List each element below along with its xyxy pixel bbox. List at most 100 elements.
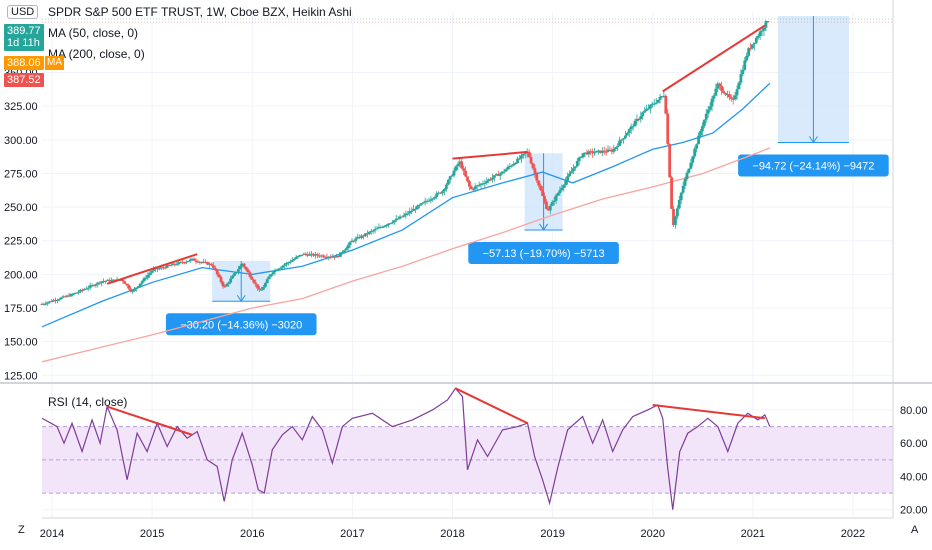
candle-body: [194, 260, 198, 262]
candle-body: [346, 245, 350, 249]
candle-body: [462, 168, 466, 171]
rsi-tick-label: 80.00: [900, 405, 928, 417]
candle-body: [637, 118, 641, 120]
candle-body: [296, 256, 300, 258]
measure-label: −30.20 (−14.36%) −3020: [180, 319, 302, 331]
candle-body: [481, 183, 485, 185]
candle-body: [552, 200, 556, 203]
candle-body: [200, 261, 204, 263]
candle-body: [262, 286, 265, 290]
candle-body: [288, 261, 292, 263]
candle-body: [577, 157, 581, 162]
candle-body: [629, 126, 633, 130]
candle-body: [608, 149, 612, 151]
candle-body: [337, 255, 340, 257]
candle-body: [533, 168, 537, 174]
candle-body: [556, 193, 560, 196]
candle-body: [583, 152, 587, 154]
candle-body: [258, 288, 261, 290]
candle-body: [394, 218, 398, 221]
candle-body: [90, 285, 94, 287]
candle-body: [398, 216, 402, 219]
trendlines[interactable]: [41, 18, 893, 510]
candle-body: [745, 55, 749, 61]
candle-body: [708, 106, 712, 110]
candle-body: [317, 255, 321, 257]
price-tick-label: 225.00: [4, 236, 38, 248]
candle-body: [242, 263, 246, 268]
candle-body: [435, 193, 439, 197]
candle-body: [111, 279, 115, 281]
candle-body: [545, 201, 548, 209]
candle-body: [516, 158, 519, 163]
candle-body: [142, 278, 146, 282]
candle-body: [265, 279, 269, 284]
candle-body: [612, 148, 616, 152]
candle-body: [649, 104, 652, 109]
candle-body: [171, 263, 175, 266]
candle-body: [146, 274, 150, 278]
candle-body: [614, 147, 618, 149]
candle-body: [718, 83, 722, 87]
candle-body: [479, 183, 483, 185]
candle-body: [106, 279, 109, 281]
candle-body: [760, 30, 764, 32]
candle-body: [75, 292, 79, 294]
last-price-tag: 389.77 1d 11h: [4, 24, 44, 51]
candle-body: [104, 280, 107, 282]
candle-body: [751, 44, 754, 49]
candle-body: [352, 240, 356, 242]
candle-body: [442, 189, 446, 192]
candle-body: [331, 256, 335, 258]
candle-body: [310, 253, 313, 255]
candle-body: [377, 227, 381, 229]
candle-body: [527, 151, 531, 157]
candle-body: [84, 288, 88, 290]
candle-body: [313, 254, 317, 256]
candle-body: [277, 268, 281, 270]
ma50-line: [41, 82, 771, 328]
rsi-tick-label: 60.00: [900, 438, 928, 450]
auto-scale-toggle[interactable]: A: [911, 524, 919, 536]
rsi-trendline: [106, 405, 193, 436]
candle-body: [641, 112, 645, 117]
candle-body: [206, 262, 209, 265]
candle-body: [92, 285, 96, 287]
candle-body: [762, 27, 766, 31]
rsi-trendline: [652, 403, 765, 420]
candle-body: [94, 284, 98, 286]
candle-body: [506, 166, 510, 170]
candle-body: [531, 163, 535, 169]
candle-body: [421, 202, 425, 204]
candle-body: [598, 150, 602, 153]
candle-body: [133, 288, 136, 291]
candle-body: [672, 208, 675, 225]
ma50-price-tag: 388.06: [4, 56, 44, 70]
price-tick-label: 125.00: [4, 370, 38, 382]
candle-body: [756, 35, 760, 38]
candle-body: [546, 208, 550, 211]
candle-body: [204, 261, 208, 263]
price-tick-label: 325.00: [4, 101, 38, 113]
candle-body: [622, 138, 625, 140]
candle-body: [391, 222, 394, 224]
candle-body: [344, 248, 348, 251]
candle-body: [385, 224, 389, 226]
candle-body: [689, 162, 693, 169]
candle-body: [423, 201, 427, 203]
candle-body: [269, 274, 273, 277]
candle-body: [464, 170, 467, 177]
log-scale-toggle[interactable]: Z: [18, 524, 25, 536]
candle-body: [248, 272, 252, 277]
candle-body: [260, 289, 263, 291]
candle-body: [250, 276, 254, 280]
candle-body: [333, 256, 337, 258]
candle-body: [396, 218, 400, 220]
time-tick-label: 2015: [140, 528, 164, 540]
candle-body: [720, 86, 724, 91]
candle-body: [173, 263, 177, 265]
price-tick-label: 300.00: [4, 135, 38, 147]
candle-body: [371, 230, 375, 232]
candle-body: [329, 256, 333, 258]
candle-body: [716, 83, 720, 89]
